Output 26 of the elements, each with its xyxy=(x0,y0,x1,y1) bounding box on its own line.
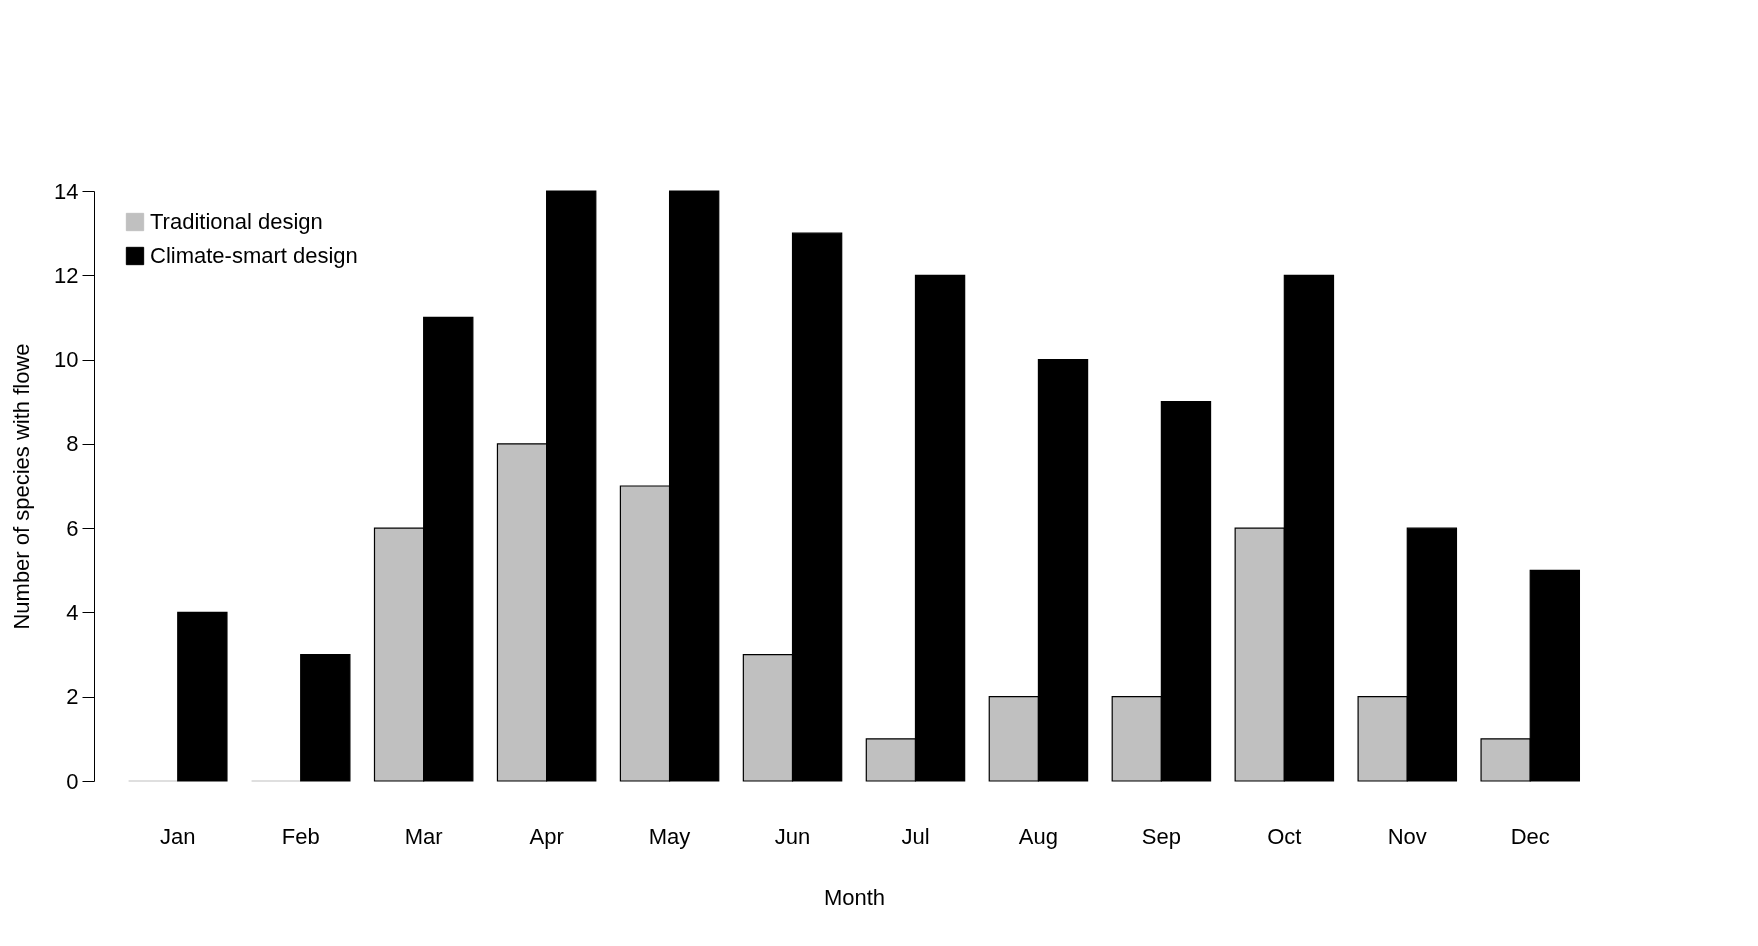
x-tick-label: Sep xyxy=(1141,823,1181,849)
x-tick-label: Jun xyxy=(774,823,811,849)
x-tick-label: Jul xyxy=(901,823,930,849)
legend-label: Climate-smart design xyxy=(150,243,358,268)
x-tick-label: Apr xyxy=(529,823,564,849)
y-tick-label: 8 xyxy=(66,431,79,457)
x-tick-label: Jan xyxy=(160,823,196,849)
x-tick-label: Mar xyxy=(404,823,443,849)
y-axis-title: Number of species with flowe xyxy=(9,343,35,630)
x-tick-label: Oct xyxy=(1267,823,1302,849)
y-tick-label: 6 xyxy=(66,515,79,541)
y-tick-label: 12 xyxy=(54,262,79,288)
x-tick-label: Aug xyxy=(1018,823,1058,849)
y-tick-label: 4 xyxy=(66,599,79,625)
y-tick-label: 10 xyxy=(54,347,79,373)
x-tick-label: Dec xyxy=(1510,823,1550,849)
x-tick-label: May xyxy=(648,823,691,849)
y-tick-label: 2 xyxy=(66,684,79,710)
y-tick-label: 14 xyxy=(54,178,79,204)
x-tick-label: Feb xyxy=(281,823,320,849)
bar xyxy=(177,611,228,782)
x-axis-title: Month xyxy=(823,884,886,910)
y-tick-label: 0 xyxy=(66,768,79,794)
legend-label: Traditional design xyxy=(150,209,323,234)
bar xyxy=(300,653,351,782)
x-tick-label: Nov xyxy=(1387,823,1427,849)
